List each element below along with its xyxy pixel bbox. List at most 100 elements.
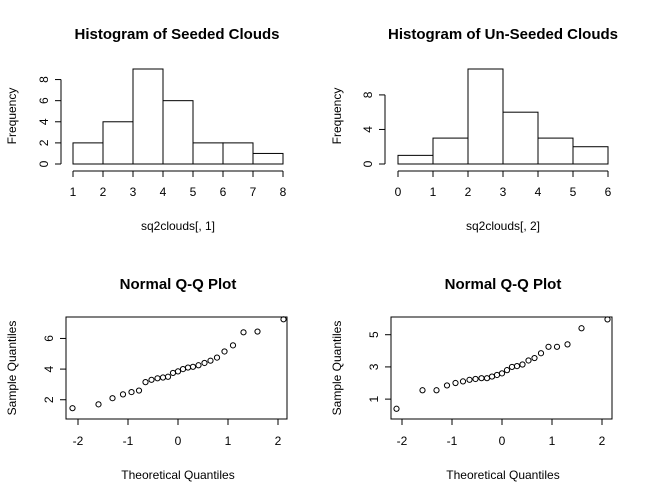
histogram-bar xyxy=(72,142,104,165)
qq-point xyxy=(142,379,149,386)
histogram-bar xyxy=(192,142,224,165)
qq-point xyxy=(433,387,440,394)
qq-point xyxy=(604,316,611,323)
qq-point xyxy=(201,359,208,367)
y-tick-label: 4 xyxy=(42,365,56,372)
plot-frame xyxy=(390,316,613,420)
y-tick-label: 8 xyxy=(361,91,375,98)
y-tick-label: 4 xyxy=(37,118,51,125)
x-tick-label: 1 xyxy=(430,185,437,199)
x-axis-label: Theoretical Quantiles xyxy=(446,468,559,482)
qq-point xyxy=(553,343,561,350)
qq-point xyxy=(280,316,287,323)
qq-point xyxy=(221,348,228,355)
qq-point xyxy=(109,395,116,402)
histogram-bar xyxy=(132,68,164,165)
x-tick-label: 3 xyxy=(130,185,137,199)
qq-point xyxy=(459,378,467,385)
x-tick-label: 5 xyxy=(190,185,197,199)
qq-point xyxy=(525,357,532,364)
y-tick-label: 2 xyxy=(42,396,56,403)
x-axis-label: Theoretical Quantiles xyxy=(121,468,234,482)
y-tick-label: 6 xyxy=(42,335,56,342)
x-tick-label: 0 xyxy=(175,434,182,448)
x-axis-label: sq2clouds[, 2] xyxy=(466,219,540,233)
qq-point xyxy=(483,375,491,382)
qq-point xyxy=(452,379,459,387)
plot-frame xyxy=(65,316,288,420)
x-tick-label: 2 xyxy=(599,434,606,448)
histogram-bar xyxy=(572,146,609,165)
qq-point xyxy=(443,382,451,389)
unseeded-histogram: Histogram of Un-Seeded Clouds sq2clouds[,… xyxy=(330,26,618,233)
x-tick-label: 0 xyxy=(395,185,402,199)
qq-point xyxy=(213,354,221,361)
x-tick-label: 1 xyxy=(70,185,77,199)
chart-title: Histogram of Un-Seeded Clouds xyxy=(388,26,618,43)
qq-point xyxy=(513,363,521,370)
qq-point xyxy=(159,374,167,381)
qq-point xyxy=(531,354,538,362)
qq-point xyxy=(229,342,237,349)
y-tick-label: 1 xyxy=(367,395,381,402)
x-tick-label: 4 xyxy=(160,185,167,199)
qq-point xyxy=(578,325,585,332)
histogram-bar xyxy=(102,121,134,165)
x-tick-label: 6 xyxy=(605,185,612,199)
y-tick-label: 4 xyxy=(361,126,375,133)
qq-point xyxy=(164,373,172,380)
x-axis-label: sq2clouds[, 1] xyxy=(141,219,215,233)
x-tick-label: 6 xyxy=(220,185,227,199)
qq-point xyxy=(189,363,197,370)
x-tick-label: 0 xyxy=(499,434,506,448)
qq-point xyxy=(466,376,473,383)
y-tick-label: 0 xyxy=(361,160,375,167)
y-tick-label: 6 xyxy=(37,97,51,104)
histogram-bar xyxy=(222,142,254,165)
qq-point xyxy=(128,388,135,396)
qq-point xyxy=(498,370,506,377)
qq-point xyxy=(148,376,155,383)
chart-title: Normal Q-Q Plot xyxy=(445,276,562,293)
histogram-bar xyxy=(502,111,539,165)
qq-point xyxy=(169,369,177,377)
y-axis-label: Frequency xyxy=(330,88,344,145)
y-axis-label: Sample Quantiles xyxy=(5,321,19,416)
qq-point xyxy=(254,328,261,335)
x-tick-label: 2 xyxy=(465,185,472,199)
x-tick-label: 2 xyxy=(275,434,282,448)
qq-point xyxy=(69,405,76,412)
qq-point xyxy=(207,357,214,364)
histogram-bar xyxy=(162,100,194,165)
x-tick-label: 8 xyxy=(280,185,287,199)
x-tick-label: 4 xyxy=(535,185,542,199)
qq-point xyxy=(135,387,143,394)
qq-point xyxy=(519,361,526,368)
x-tick-label: 7 xyxy=(250,185,257,199)
qq-point xyxy=(478,375,485,382)
histogram-bar xyxy=(432,137,469,165)
y-tick-label: 3 xyxy=(367,363,381,370)
qq-point xyxy=(493,371,501,379)
qq-point xyxy=(503,367,511,374)
qq-point xyxy=(184,364,192,371)
y-tick-label: 0 xyxy=(37,160,51,167)
y-tick-label: 2 xyxy=(37,139,51,146)
histogram-bar xyxy=(252,152,284,165)
qq-point xyxy=(537,350,545,357)
x-tick-label: 5 xyxy=(570,185,577,199)
seeded-histogram: Histogram of Seeded Clouds sq2clouds[, 1]… xyxy=(5,26,287,233)
qq-point xyxy=(564,341,571,348)
qq-point xyxy=(179,365,187,373)
histogram-bar xyxy=(467,68,504,165)
y-axis-label: Frequency xyxy=(5,88,19,145)
qq-point xyxy=(488,373,496,380)
qq-point xyxy=(545,343,552,350)
qq-point xyxy=(174,368,182,375)
y-tick-label: 5 xyxy=(367,331,381,338)
histogram-bar xyxy=(397,154,434,165)
qq-point xyxy=(508,363,516,371)
x-tick-label: 3 xyxy=(500,185,507,199)
chart-title: Histogram of Seeded Clouds xyxy=(74,26,279,43)
